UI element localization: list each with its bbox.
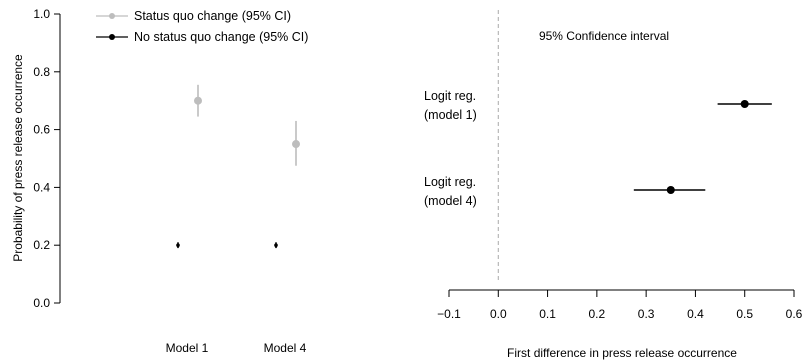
right-x-tick-label: 0.5 xyxy=(736,307,753,321)
right-x-tick-label: 0.2 xyxy=(589,307,606,321)
right-x-tick-label: 0.1 xyxy=(539,307,556,321)
legend-entry-no-status-quo-change: No status quo change (95% CI) xyxy=(134,30,308,44)
left-y-tick-label: 0.0 xyxy=(33,296,50,310)
left-panel: 0.0 0.2 0.4 0.6 0.8 1.0 Probability of press … xyxy=(11,7,308,355)
left-y-tick-label: 0.4 xyxy=(33,180,50,194)
left-point xyxy=(194,96,202,105)
legend-marker-no-status-quo-change xyxy=(109,34,115,40)
left-y-tick-label: 0.8 xyxy=(33,65,50,79)
left-point xyxy=(274,243,278,247)
right-row-label-line1: Logit reg. xyxy=(424,175,476,189)
left-category-labels: Model 1 Model 4 xyxy=(166,341,307,355)
left-y-ticks: 0.0 0.2 0.4 0.6 0.8 1.0 xyxy=(33,7,60,310)
right-x-tick-label: 0.0 xyxy=(490,307,507,321)
right-x-axis-title: First difference in press release occurr… xyxy=(507,346,737,360)
legend-entry-status-quo-change: Status quo change (95% CI) xyxy=(134,9,291,23)
left-point xyxy=(176,243,180,247)
right-x-tick-label: 0.4 xyxy=(687,307,704,321)
right-row-label-line2: (model 4) xyxy=(424,194,477,208)
legend-marker-status-quo-change xyxy=(109,13,115,19)
left-y-axis-title: Probability of press release occurrence xyxy=(11,54,25,262)
right-x-tick-label: 0.3 xyxy=(638,307,655,321)
right-x-ticks: −0.1 0.0 0.1 0.2 0.3 0.4 0.5 0.6 xyxy=(437,290,803,321)
left-y-tick-label: 0.6 xyxy=(33,123,50,137)
right-x-tick-label: 0.6 xyxy=(786,307,803,321)
right-panel-title: 95% Confidence interval xyxy=(539,29,669,43)
right-row-label-line1: Logit reg. xyxy=(424,89,476,103)
right-panel: 95% Confidence interval −0.1 0.0 0.1 0.2 0.3… xyxy=(424,10,803,360)
right-row-label-line2: (model 1) xyxy=(424,108,477,122)
left-category-label: Model 4 xyxy=(264,341,307,355)
right-point xyxy=(740,100,749,108)
legend: Status quo change (95% CI) No status quo… xyxy=(96,9,308,44)
left-y-tick-label: 1.0 xyxy=(33,7,50,21)
left-category-label: Model 1 xyxy=(166,341,209,355)
right-point xyxy=(666,186,675,194)
right-x-tick-label: −0.1 xyxy=(437,307,461,321)
right-rows: Logit reg. (model 1) Logit reg. (model 4) xyxy=(424,89,772,208)
left-plot-series xyxy=(176,84,300,249)
left-y-tick-label: 0.2 xyxy=(33,238,50,252)
left-point xyxy=(292,140,300,149)
